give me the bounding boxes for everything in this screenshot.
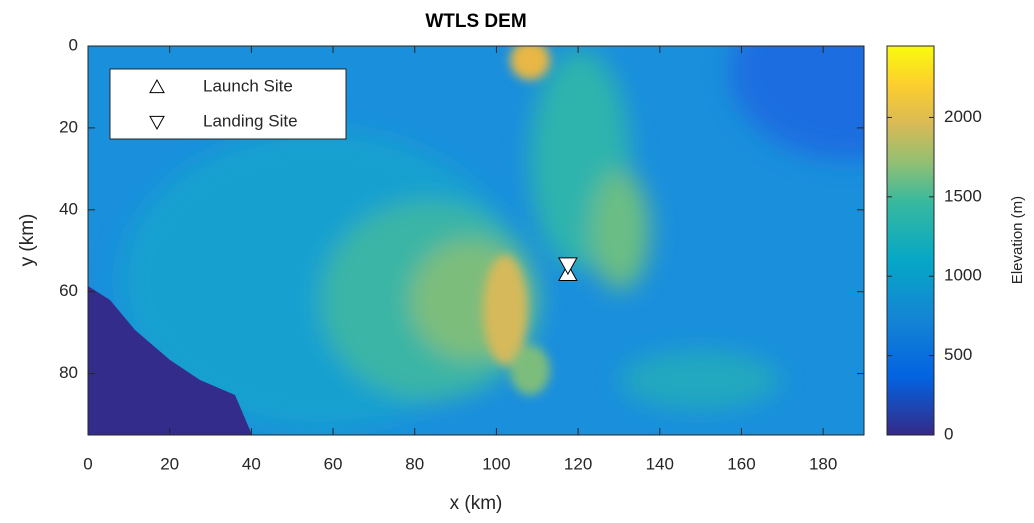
y-tick-label: 80 [59, 363, 78, 382]
colorbar [887, 46, 934, 435]
dem-image [88, 0, 970, 435]
x-tick-label: 0 [83, 454, 92, 473]
x-tick-label: 120 [564, 454, 592, 473]
x-tick-label: 40 [242, 454, 261, 473]
y-tick-label: 60 [59, 281, 78, 300]
y-tick-label: 20 [59, 117, 78, 136]
x-tick-label: 20 [160, 454, 179, 473]
colorbar-label: Elevation (m) [1009, 196, 1026, 284]
x-tick-label: 80 [405, 454, 424, 473]
colorbar-tick-label: 1500 [944, 186, 982, 205]
colorbar-tick-label: 2000 [944, 107, 982, 126]
x-tick-label: 100 [482, 454, 510, 473]
y-axis-label: y (km) [17, 214, 38, 267]
x-tick-label: 180 [809, 454, 837, 473]
y-tick-label: 0 [69, 35, 78, 54]
x-tick-label: 140 [646, 454, 674, 473]
legend-label: Launch Site [203, 76, 293, 95]
x-tick-label: 160 [727, 454, 755, 473]
chart: WTLS DEM x (km) y (km) Elevation (m) 0 20… [0, 0, 1034, 523]
colorbar-tick-label: 500 [944, 345, 972, 364]
colorbar-tick-label: 0 [944, 424, 953, 443]
x-axis-label: x (km) [450, 493, 503, 514]
colorbar-tick-label: 1000 [944, 266, 982, 285]
chart-title: WTLS DEM [425, 11, 526, 32]
x-tick-label: 60 [324, 454, 343, 473]
legend-label: Landing Site [203, 111, 298, 130]
y-tick-label: 40 [59, 199, 78, 218]
